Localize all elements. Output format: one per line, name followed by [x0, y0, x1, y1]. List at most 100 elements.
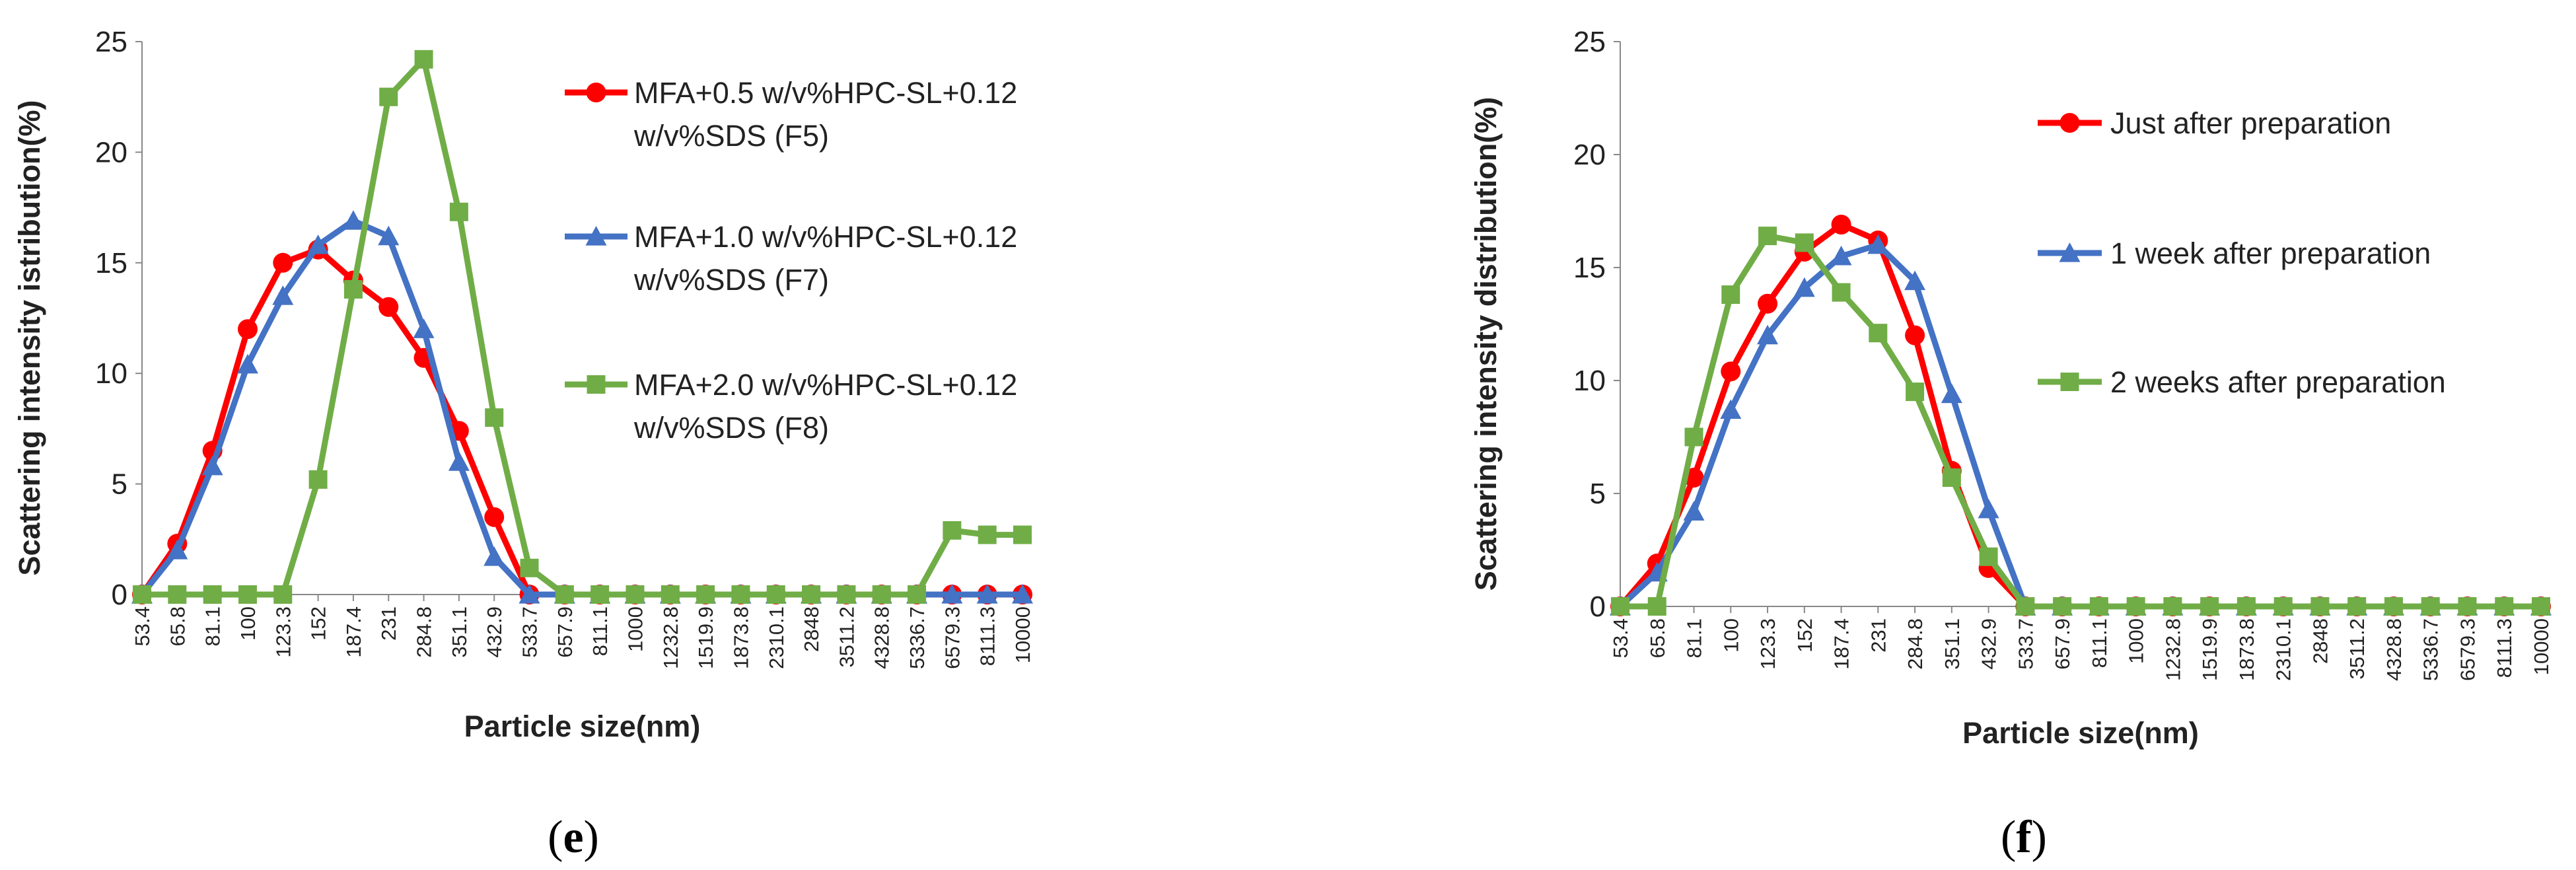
data-point [1757, 324, 1779, 345]
data-point [837, 585, 856, 604]
legend-entry-3: MFA+2.0 w/v%HPC-SL+0.12 w/v%SDS (F8) [565, 368, 1017, 445]
x-tick-label: 811.1 [2088, 618, 2111, 668]
x-tick-label: 152 [1793, 618, 1816, 653]
data-point [1012, 584, 1033, 604]
x-tick-label: 1519.9 [2198, 618, 2221, 681]
data-point [1832, 283, 1851, 302]
data-point [307, 235, 329, 254]
x-tick-label: 187.4 [1830, 618, 1853, 670]
data-point [2200, 597, 2219, 616]
legend-entry-1: Just after preparation [2038, 106, 2391, 140]
data-point [166, 540, 188, 560]
series-1 [1610, 215, 2551, 616]
x-axis-title: Particle size(nm) [1962, 716, 2199, 750]
x-tick-label: 533.7 [2014, 618, 2037, 670]
x-tick-label: 53.4 [1609, 618, 1632, 658]
data-point [1867, 234, 1889, 254]
data-point [519, 584, 540, 604]
legend-label: MFA+1.0 w/v%HPC-SL+0.12 [634, 220, 1017, 254]
legend-marker [2060, 373, 2079, 391]
data-point [555, 585, 574, 604]
data-point [908, 585, 927, 604]
data-point [1684, 427, 1703, 447]
data-point [414, 50, 433, 69]
data-point [1830, 245, 1852, 266]
data-point [201, 455, 223, 476]
series-line [1617, 233, 2544, 610]
data-point [766, 585, 785, 604]
data-point [1013, 525, 1032, 544]
x-tick-label: 81.1 [1683, 618, 1706, 658]
x-tick-label: 432.9 [1978, 618, 2001, 670]
data-point [1758, 293, 1778, 314]
data-point [308, 470, 328, 489]
series-2 [131, 210, 1033, 604]
data-point [342, 210, 364, 230]
y-axis-title: Scattering intensity istribution(%) [13, 100, 46, 575]
x-tick-label: 231 [377, 606, 400, 641]
data-point [520, 558, 539, 577]
x-tick-label: 100 [236, 606, 260, 641]
data-point [449, 202, 468, 221]
x-tick-label: 1232.8 [2161, 618, 2184, 681]
data-point [378, 297, 399, 317]
data-point [203, 585, 222, 604]
data-point [2016, 597, 2035, 616]
y-tick-label: 20 [1573, 139, 1606, 171]
data-point [943, 521, 962, 540]
data-point [485, 408, 504, 427]
legend-label: w/v%SDS (F7) [633, 263, 829, 297]
legend-entry-2: 1 week after preparation [2038, 236, 2431, 270]
x-tick-label: 533.7 [519, 606, 542, 658]
data-point [1758, 227, 1777, 246]
data-point [484, 507, 505, 527]
data-point [1979, 547, 1998, 566]
data-point [1683, 501, 1705, 521]
legend-label: 1 week after preparation [2110, 236, 2431, 270]
y-tick-label: 5 [112, 468, 127, 501]
panel-label-e: (e) [548, 812, 599, 863]
x-tick-label: 1000 [624, 606, 647, 652]
data-point [590, 585, 610, 604]
legend-label: w/v%SDS (F8) [633, 411, 829, 445]
y-tick-label: 25 [95, 26, 127, 58]
data-point [1793, 277, 1815, 297]
x-tick-label: 432.9 [483, 606, 506, 658]
data-point [1906, 382, 1925, 402]
series-3 [1611, 227, 2550, 616]
data-point [1905, 325, 1925, 345]
data-point [2421, 597, 2440, 616]
chart-f: 0 5 10 15 20 25 53.4 65.8 81.1 100 123.3 152 187.4 23… [1469, 26, 2553, 750]
y-tick-label: 5 [1590, 478, 1606, 510]
x-tick-label: 2848 [2308, 618, 2332, 664]
data-point [273, 585, 293, 604]
data-point [978, 525, 997, 544]
x-tick-label: 81.1 [201, 606, 225, 646]
series-line [139, 56, 1026, 598]
data-point [448, 451, 470, 471]
x-tick-label: 8111.3 [2493, 618, 2516, 678]
x-tick-label: 3511.2 [2345, 618, 2369, 680]
data-point [1869, 324, 1888, 343]
data-point [2495, 597, 2514, 616]
x-tick-label: 811.1 [589, 606, 612, 656]
data-point [1904, 270, 1926, 291]
x-axis-title: Particle size(nm) [464, 709, 701, 743]
y-tick-label: 10 [1573, 365, 1606, 397]
data-point [1611, 597, 1629, 616]
series-line [1617, 221, 2544, 610]
data-point [343, 279, 363, 299]
x-tick-label: 3511.2 [835, 606, 858, 668]
series-2 [1610, 234, 2552, 616]
legend-marker [2059, 113, 2080, 133]
data-point [626, 585, 645, 604]
chart-e: 0 5 10 15 20 25 53.4 65.8 81.1 100 123.3 152 187.4 23… [13, 26, 1034, 743]
x-tick-label: 10000 [2530, 618, 2553, 675]
x-tick-label: 4328.8 [2382, 618, 2406, 681]
x-tick-label: 351.1 [448, 606, 471, 658]
y-tick-label: 25 [1573, 26, 1606, 58]
x-tick-label: 657.9 [554, 606, 577, 658]
x-tick-label: 53.4 [131, 606, 154, 646]
